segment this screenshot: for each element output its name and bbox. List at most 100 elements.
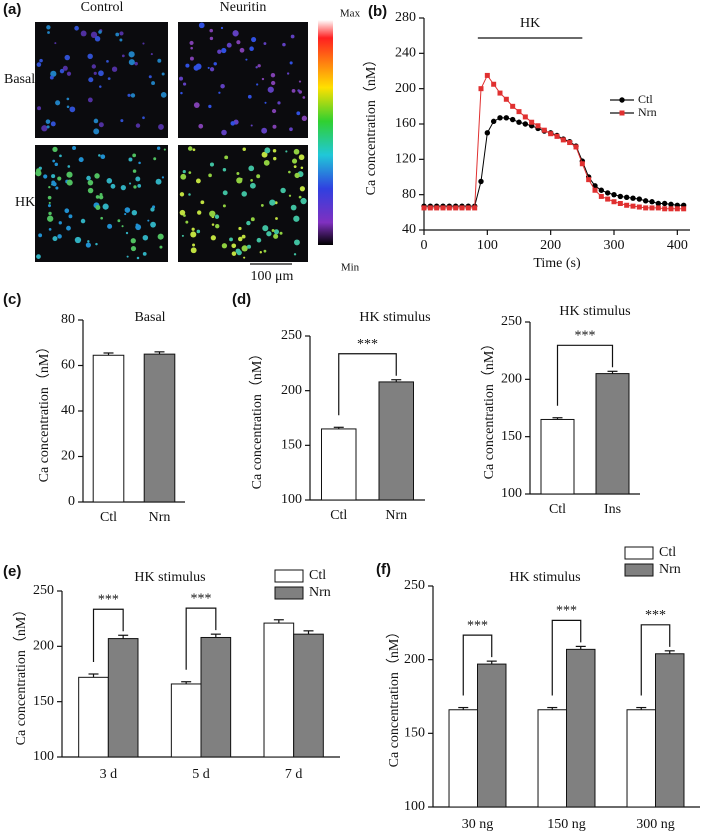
cell (69, 106, 76, 113)
significance-label: *** (357, 337, 378, 352)
cell (102, 203, 109, 210)
marker (465, 205, 471, 211)
cell (91, 64, 97, 69)
panel-label: (e) (3, 563, 21, 580)
cell (290, 204, 297, 211)
significance-bracket (640, 624, 671, 696)
chart-title: HK stimulus (134, 570, 205, 585)
marker (427, 205, 433, 211)
x-tick-label: Ctl (549, 502, 566, 517)
cell (279, 231, 283, 235)
cell (222, 190, 228, 196)
cell (293, 253, 297, 256)
cell (106, 178, 113, 184)
cell (182, 82, 187, 86)
cell (300, 197, 307, 205)
cell (236, 172, 240, 176)
cell (135, 224, 142, 231)
significance-label: *** (467, 618, 488, 633)
cell (221, 47, 227, 54)
cell (255, 66, 258, 69)
cell (37, 106, 42, 111)
y-tick-label: 40 (61, 403, 75, 418)
marker (661, 200, 668, 207)
y-tick-label: 20 (61, 449, 75, 464)
bar (293, 633, 324, 758)
marker (636, 204, 642, 210)
cell (297, 89, 300, 92)
cell (240, 177, 243, 181)
x-tick-label: Ctl (100, 510, 117, 525)
x-tick-label: 200 (540, 238, 561, 253)
cell (124, 207, 131, 213)
bar (143, 353, 176, 503)
cell (187, 146, 193, 151)
x-tick-label: 3 d (100, 767, 118, 782)
cell (208, 104, 212, 109)
cell (188, 193, 191, 196)
cell (261, 77, 265, 81)
cell (99, 85, 102, 88)
cell (209, 162, 215, 167)
cell (51, 174, 56, 179)
cell (120, 185, 126, 191)
bar (448, 709, 478, 808)
y-tick-label: 80 (61, 312, 75, 327)
cell (192, 148, 196, 152)
cell (180, 173, 187, 180)
marker (668, 201, 674, 208)
marker (484, 72, 490, 78)
cell (226, 42, 232, 48)
cell (156, 146, 161, 150)
marker (630, 195, 636, 201)
cell (257, 64, 261, 68)
micrograph (35, 22, 168, 138)
marker (440, 205, 446, 211)
cell (188, 171, 192, 174)
legend-swatch (624, 546, 654, 560)
marker (529, 119, 535, 125)
marker (516, 119, 522, 125)
cell (161, 72, 165, 76)
x-tick-label: 100 (477, 238, 498, 253)
y-tick-label: 120 (395, 152, 416, 167)
column-label: Neuritin (220, 0, 267, 15)
cell (135, 123, 141, 128)
x-tick-label: 300 (604, 238, 625, 253)
cell (142, 116, 145, 120)
cell (66, 105, 70, 109)
y-tick-label: 240 (395, 46, 416, 61)
cell (52, 236, 58, 242)
y-tick-label: 150 (33, 694, 54, 709)
cell (242, 147, 246, 152)
cell (261, 151, 268, 158)
y-tick-label: 100 (501, 486, 522, 501)
stimulus-label: HK (520, 16, 540, 31)
bar (170, 683, 202, 758)
cell (125, 231, 129, 235)
significance-bracket (185, 607, 217, 670)
cell (48, 201, 51, 204)
cell (270, 80, 276, 86)
cell (47, 204, 52, 208)
cell (293, 148, 300, 155)
y-tick-label: 200 (501, 372, 522, 387)
cell (54, 162, 58, 167)
bar (200, 636, 232, 758)
cell (94, 173, 100, 179)
cell (220, 26, 224, 30)
cell (36, 254, 41, 259)
legend-label: Ctl (309, 568, 326, 583)
significance-label: *** (98, 592, 119, 607)
legend-swatch (274, 569, 304, 583)
cell (142, 251, 147, 256)
cell (64, 208, 70, 214)
marker (490, 118, 497, 125)
colorbar-label: Max (340, 8, 361, 20)
cell (182, 169, 186, 174)
bar (378, 381, 414, 501)
cell (198, 22, 205, 29)
marker (484, 130, 491, 136)
micrograph (178, 22, 308, 138)
cell (163, 148, 166, 151)
